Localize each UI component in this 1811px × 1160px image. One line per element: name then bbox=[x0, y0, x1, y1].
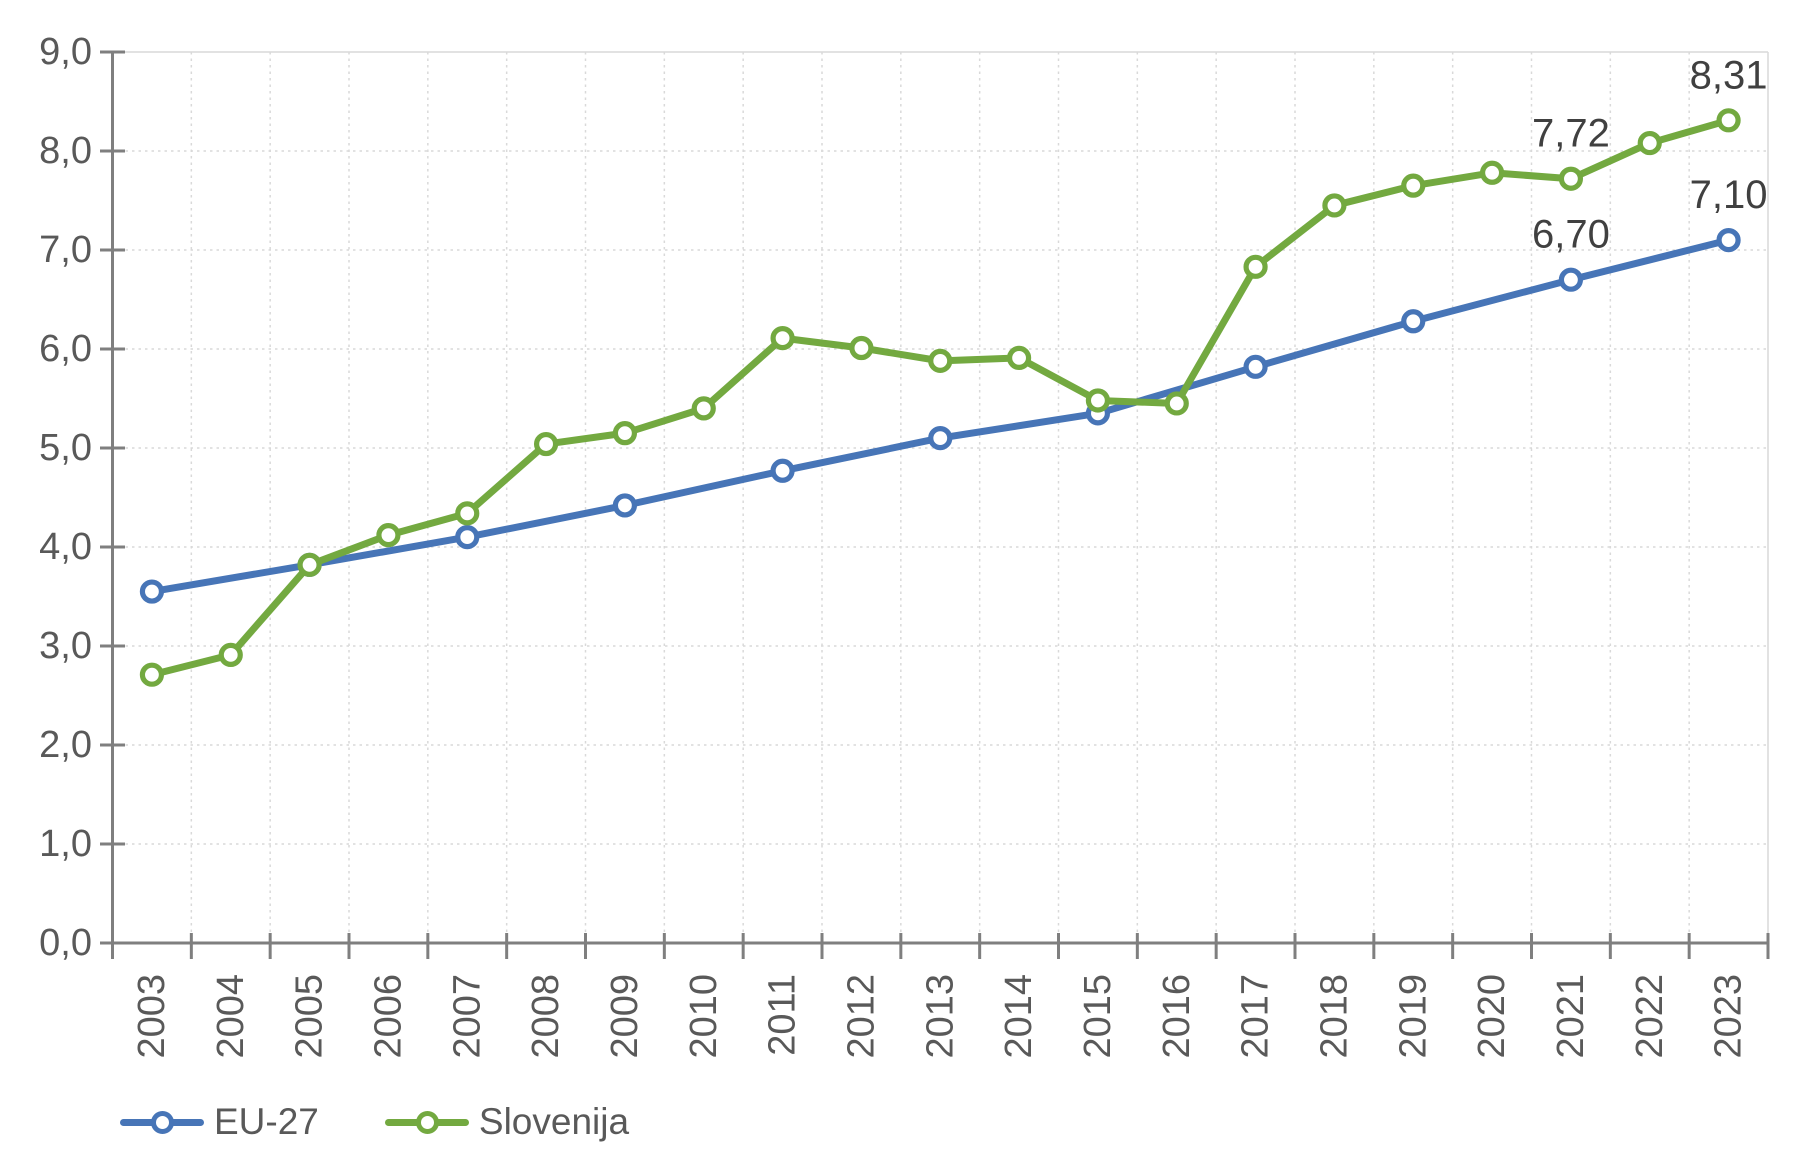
x-tick-label: 2007 bbox=[446, 974, 488, 1059]
legend: EU-27 Slovenija bbox=[120, 1098, 629, 1146]
marker-slovenija bbox=[1243, 254, 1268, 279]
marker-slovenija bbox=[1637, 130, 1662, 156]
marker-eu-27 bbox=[612, 493, 638, 518]
data-label: 7,10 bbox=[1690, 173, 1768, 217]
marker-slovenija bbox=[1085, 388, 1111, 413]
x-tick-label: 2013 bbox=[919, 974, 961, 1059]
marker-slovenija bbox=[1401, 173, 1426, 198]
marker-eu-27 bbox=[1243, 354, 1268, 379]
y-tick-label: 3,0 bbox=[39, 625, 92, 667]
marker-slovenija bbox=[770, 326, 795, 351]
legend-marker-eu27-icon bbox=[151, 1110, 174, 1134]
x-tick-label: 2015 bbox=[1077, 974, 1119, 1059]
marker-eu-27 bbox=[1716, 228, 1741, 253]
x-tick-label: 2022 bbox=[1629, 974, 1671, 1059]
marker-slovenija bbox=[1479, 160, 1505, 185]
x-tick-label: 2011 bbox=[762, 974, 804, 1056]
legend-swatch-slovenija bbox=[384, 1110, 469, 1134]
marker-eu-27 bbox=[1558, 267, 1584, 292]
legend-label-eu27: EU-27 bbox=[214, 1101, 319, 1142]
x-tick-label: 2014 bbox=[998, 974, 1040, 1059]
marker-eu-27 bbox=[139, 579, 165, 604]
x-tick-label: 2009 bbox=[604, 974, 646, 1059]
x-tick-label: 2023 bbox=[1708, 974, 1750, 1059]
x-tick-label: 2019 bbox=[1392, 974, 1434, 1059]
marker-slovenija bbox=[1006, 345, 1032, 371]
marker-slovenija bbox=[218, 642, 243, 668]
x-tick-label: 2005 bbox=[289, 974, 331, 1059]
legend-item-eu27: EU-27 bbox=[120, 1098, 319, 1146]
marker-slovenija bbox=[849, 335, 874, 361]
x-tick-label: 2006 bbox=[367, 974, 409, 1059]
x-tick-label: 2016 bbox=[1156, 974, 1198, 1059]
marker-slovenija bbox=[376, 523, 401, 548]
data-label: 6,70 bbox=[1532, 213, 1610, 257]
y-tick-label: 8,0 bbox=[39, 130, 92, 172]
x-tick-label: 2020 bbox=[1471, 974, 1513, 1059]
x-tick-label: 2021 bbox=[1550, 974, 1592, 1059]
marker-eu-27 bbox=[928, 426, 953, 451]
x-tick-label: 2004 bbox=[210, 974, 252, 1059]
marker-slovenija bbox=[928, 348, 953, 373]
y-tick-label: 0,0 bbox=[39, 922, 92, 964]
x-tick-label: 2003 bbox=[131, 974, 173, 1059]
y-tick-label: 5,0 bbox=[39, 427, 92, 469]
marker-slovenija bbox=[1322, 193, 1347, 218]
x-tick-label: 2008 bbox=[525, 974, 567, 1059]
marker-slovenija bbox=[612, 421, 638, 446]
marker-slovenija bbox=[533, 431, 559, 457]
x-tick-label: 2018 bbox=[1313, 974, 1355, 1059]
x-tick-label: 2017 bbox=[1235, 974, 1277, 1059]
data-label: 8,31 bbox=[1690, 53, 1768, 97]
marker-slovenija bbox=[297, 552, 322, 577]
legend-marker-slovenija-icon bbox=[415, 1110, 439, 1134]
data-label: 7,72 bbox=[1532, 112, 1610, 156]
legend-item-slovenija: Slovenija bbox=[384, 1098, 630, 1146]
legend-label-slovenija: Slovenija bbox=[478, 1101, 630, 1142]
marker-slovenija bbox=[691, 396, 716, 421]
x-tick-label: 2012 bbox=[840, 974, 882, 1059]
y-tick-label: 1,0 bbox=[39, 823, 92, 865]
marker-eu-27 bbox=[770, 458, 795, 483]
marker-slovenija bbox=[455, 501, 480, 526]
marker-slovenija bbox=[1716, 108, 1741, 133]
legend-swatch-eu27 bbox=[120, 1110, 204, 1134]
y-tick-label: 6,0 bbox=[39, 328, 92, 370]
marker-slovenija bbox=[1164, 391, 1189, 416]
marker-slovenija bbox=[139, 662, 165, 687]
x-tick-label: 2010 bbox=[683, 974, 725, 1059]
marker-eu-27 bbox=[1401, 309, 1426, 334]
y-tick-label: 2,0 bbox=[39, 724, 92, 766]
marker-eu-27 bbox=[455, 524, 480, 550]
series-line-slovenija bbox=[148, 116, 1733, 679]
y-tick-label: 9,0 bbox=[39, 31, 92, 73]
y-tick-label: 7,0 bbox=[39, 229, 92, 271]
y-tick-label: 4,0 bbox=[39, 526, 92, 568]
marker-slovenija bbox=[1558, 166, 1584, 191]
